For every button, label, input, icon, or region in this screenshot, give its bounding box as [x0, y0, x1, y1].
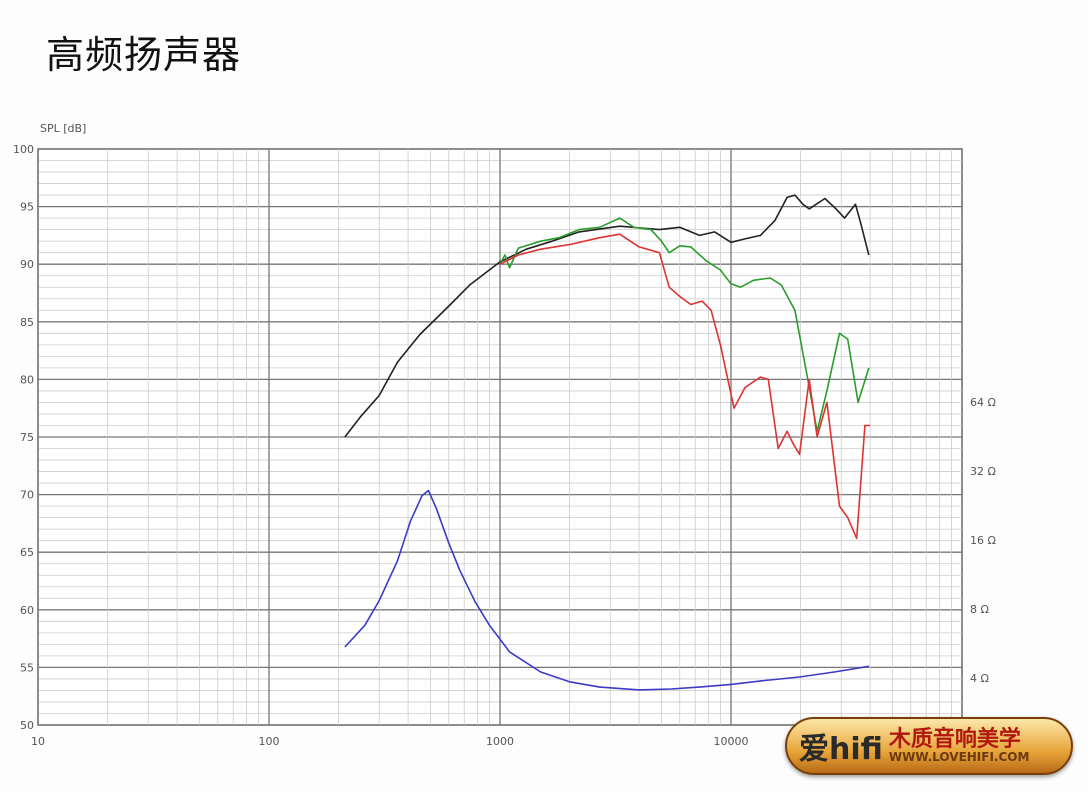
- y-tick-label: 80: [20, 373, 34, 386]
- y2-tick-label: 8 Ω: [970, 603, 989, 616]
- logo-text: 爱hifi: [799, 732, 883, 767]
- y-tick-label: 70: [20, 489, 34, 502]
- y2-tick-label: 16 Ω: [970, 534, 996, 547]
- logo-url: WWW.LOVEHIFI.COM: [888, 750, 1030, 764]
- page-title: 高频扬声器: [46, 33, 242, 77]
- x-tick-label: 10: [31, 735, 45, 748]
- logo-slogan: 木质音响美学: [888, 727, 1021, 752]
- y-tick-label: 85: [20, 316, 34, 329]
- series-line-2: [499, 233, 871, 540]
- y-tick-label: 95: [20, 201, 34, 214]
- series-line-0: [344, 194, 870, 438]
- y2-tick-label: 4 Ω: [970, 672, 989, 685]
- y-tick-label: 75: [20, 431, 34, 444]
- y-tick-label: 55: [20, 661, 34, 674]
- y-tick-label: 50: [20, 719, 34, 732]
- y2-tick-label: 64 Ω: [970, 396, 996, 409]
- series-line-1: [499, 217, 870, 432]
- y-tick-label: 65: [20, 546, 34, 559]
- series-line-3: [344, 489, 869, 691]
- watermark-logo: 爱hifi 木质音响美学 WWW.LOVEHIFI.COM: [785, 717, 1073, 775]
- y2-tick-label: 32 Ω: [970, 465, 996, 478]
- y-tick-label: 90: [20, 258, 34, 271]
- y-axis-label: SPL [dB]: [40, 122, 86, 135]
- y-tick-label: 60: [20, 604, 34, 617]
- x-tick-label: 10000: [714, 735, 749, 748]
- x-tick-label: 100: [259, 735, 280, 748]
- y-tick-label: 100: [13, 143, 34, 156]
- x-tick-label: 1000: [486, 735, 514, 748]
